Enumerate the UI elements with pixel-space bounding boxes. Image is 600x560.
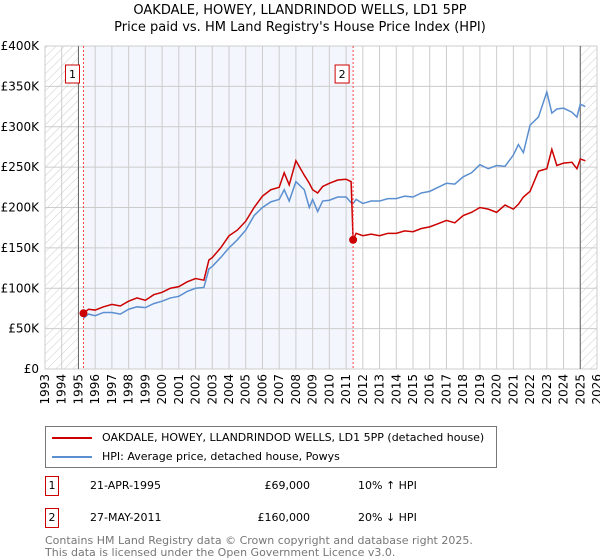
x-tick-label: 2020 <box>490 374 504 405</box>
x-tick-label: 2008 <box>289 374 303 405</box>
sale-row: 2 27-MAY-2011 £160,000 20% ↓ HPI <box>45 508 445 528</box>
sale-marker-badge: 2 <box>45 508 59 528</box>
x-tick-label: 1997 <box>105 374 119 405</box>
x-tick-label: 2003 <box>205 374 219 405</box>
legend-property: OAKDALE, HOWEY, LLANDRINDOD WELLS, LD1 5… <box>102 431 485 444</box>
x-tick-label: 2024 <box>557 374 571 405</box>
x-tick-label: 1996 <box>88 374 102 405</box>
x-tick-label: 2023 <box>540 374 554 405</box>
x-tick-label: 2015 <box>406 374 420 405</box>
property-price-line <box>83 146 586 314</box>
legend-red-line <box>52 437 92 439</box>
y-tick-label: £400K <box>1 39 41 53</box>
x-tick-label: 2012 <box>356 374 370 405</box>
x-tick-label: 2026 <box>590 374 600 405</box>
plot-border <box>44 45 598 370</box>
sale-row: 1 21-APR-1995 £69,000 10% ↑ HPI <box>45 476 445 496</box>
x-tick-label: 2021 <box>506 374 520 405</box>
x-tick-label: 2006 <box>255 374 269 405</box>
footer-line: Contains HM Land Registry data © Crown c… <box>45 534 473 547</box>
x-tick-label: 2005 <box>239 374 253 405</box>
hpi-line <box>83 89 586 319</box>
x-tick-label: 2001 <box>172 374 186 405</box>
legend-blue-line <box>52 456 92 458</box>
sale-date: 21-APR-1995 <box>90 479 162 492</box>
x-tick-label: 1993 <box>38 374 52 405</box>
x-tick-label: 1999 <box>138 374 152 405</box>
sale-label: 1 <box>69 68 76 81</box>
x-tick-label: 1998 <box>122 374 136 405</box>
legend-hpi: HPI: Average price, detached house, Powy… <box>102 450 340 463</box>
y-tick-label: £350K <box>1 79 41 93</box>
x-tick-label: 2017 <box>439 374 453 405</box>
y-tick-label: £50K <box>8 322 40 336</box>
sale-marker-badge: 1 <box>45 476 59 496</box>
x-tick-label: 2002 <box>189 374 203 405</box>
sale-hpi-diff: 20% ↓ HPI <box>358 511 417 524</box>
sale-date: 27-MAY-2011 <box>90 511 162 524</box>
sale-label-box <box>334 64 350 84</box>
sale-hpi-diff: 10% ↑ HPI <box>358 479 417 492</box>
sale-label: 2 <box>339 68 346 81</box>
chart-title: OAKDALE, HOWEY, LLANDRINDOD WELLS, LD1 5… <box>133 3 467 18</box>
x-tick-label: 2010 <box>322 374 336 405</box>
sale-label-box <box>64 64 80 84</box>
chart-subtitle: Price paid vs. HM Land Registry's House … <box>114 20 486 35</box>
x-tick-label: 2007 <box>272 374 286 405</box>
x-tick-label: 2025 <box>573 374 587 405</box>
sale-price: £160,000 <box>257 511 311 524</box>
y-tick-label: £100K <box>1 281 41 295</box>
sale-price: £69,000 <box>264 479 311 492</box>
x-tick-label: 2013 <box>373 374 387 405</box>
x-tick-label: 2018 <box>456 374 470 405</box>
y-tick-label: £0 <box>24 362 39 376</box>
y-tick-label: £250K <box>1 160 41 174</box>
x-tick-label: 1995 <box>71 374 85 405</box>
price-chart: 1993 1994 1995 1996 1997 1998 1999 2000 2001 2002… <box>1 39 600 405</box>
x-tick-label: 2011 <box>339 374 353 405</box>
x-tick-label: 2022 <box>523 374 537 405</box>
sale-point <box>349 235 358 244</box>
x-tick-label: 2014 <box>389 374 403 405</box>
x-tick-label: 2019 <box>473 374 487 405</box>
sale-point <box>79 309 88 318</box>
y-tick-label: £300K <box>1 120 41 134</box>
x-tick-label: 2000 <box>155 374 169 405</box>
y-tick-label: £150K <box>1 241 41 255</box>
x-tick-label: 2009 <box>306 374 320 405</box>
legend: OAKDALE, HOWEY, LLANDRINDOD WELLS, LD1 5… <box>45 426 497 468</box>
y-tick-label: £200K <box>1 201 41 215</box>
footer-line: This data is licensed under the Open Gov… <box>45 546 396 559</box>
x-tick-label: 2016 <box>423 374 437 405</box>
x-tick-label: 1994 <box>55 374 69 405</box>
footer: Contains HM Land Registry data © Crown c… <box>45 535 473 559</box>
x-tick-label: 2004 <box>222 374 236 405</box>
